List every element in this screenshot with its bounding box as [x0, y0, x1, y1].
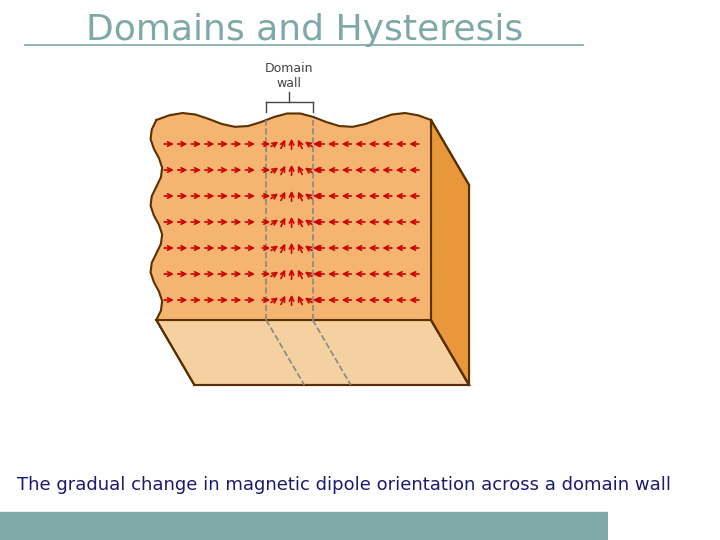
Text: Domains and Hysteresis: Domains and Hysteresis [86, 13, 523, 47]
Polygon shape [156, 320, 469, 385]
Polygon shape [150, 113, 431, 320]
Bar [0, 512, 608, 540]
Text: Domain
wall: Domain wall [265, 62, 314, 90]
Text: The gradual change in magnetic dipole orientation across a domain wall: The gradual change in magnetic dipole or… [17, 476, 671, 494]
Polygon shape [431, 120, 469, 385]
